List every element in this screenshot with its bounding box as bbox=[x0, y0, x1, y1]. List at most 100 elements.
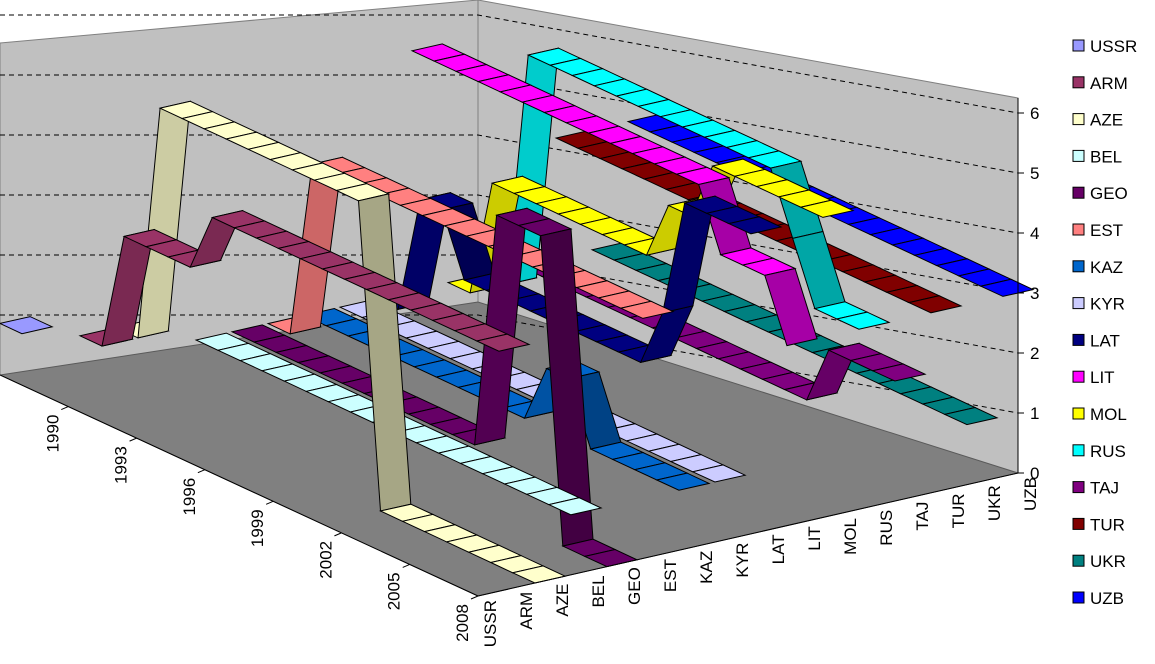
ribbon-segment bbox=[871, 363, 927, 382]
depth-tick-label: AZE bbox=[553, 584, 572, 617]
z-axis: 0 1 2 3 4 5 6 bbox=[1017, 98, 1039, 483]
ribbon-segment bbox=[943, 406, 999, 426]
legend-label: ARM bbox=[1090, 74, 1128, 93]
depth-tick-label: UKR bbox=[985, 485, 1004, 521]
x-tick-label: 1999 bbox=[248, 509, 267, 547]
ribbon-segment bbox=[727, 216, 783, 235]
x-tick-label: 2008 bbox=[453, 604, 472, 642]
x-tick-label: 1996 bbox=[180, 478, 199, 516]
legend-label: RUS bbox=[1090, 442, 1126, 461]
legend-label: LIT bbox=[1090, 368, 1115, 387]
ribbon-segment bbox=[475, 333, 531, 352]
series-ussr bbox=[0, 316, 54, 335]
depth-axis-line bbox=[477, 472, 1019, 597]
x-tick bbox=[197, 469, 206, 474]
x-tick-label: 1990 bbox=[43, 415, 62, 453]
x-tick-label: 2005 bbox=[385, 572, 404, 610]
legend-label: AZE bbox=[1090, 111, 1123, 130]
z-tick-label: 6 bbox=[1030, 104, 1039, 123]
ribbon-segment bbox=[799, 199, 855, 218]
depth-tick-label: BEL bbox=[589, 575, 608, 607]
legend-swatch bbox=[1072, 223, 1085, 236]
legend-label: KAZ bbox=[1090, 258, 1123, 277]
depth-tick-label: GEO bbox=[625, 567, 644, 605]
depth-tick-label: USSR bbox=[481, 600, 500, 647]
legend-label: UKR bbox=[1090, 552, 1126, 571]
legend-label: BEL bbox=[1090, 147, 1122, 166]
ribbon-segment bbox=[835, 311, 891, 330]
legend-swatch bbox=[1072, 517, 1085, 530]
depth-tick-label: LIT bbox=[805, 526, 824, 551]
ribbon-segment bbox=[547, 497, 603, 516]
legend-swatch bbox=[1072, 149, 1085, 162]
z-tick-label: 1 bbox=[1030, 404, 1039, 423]
ribbon-segment bbox=[0, 316, 54, 335]
series-geo bbox=[230, 207, 639, 568]
x-tick-label: 2002 bbox=[316, 541, 335, 579]
x-axis: 19871990199319961999200220052008 bbox=[0, 374, 479, 642]
z-tick-label: 0 bbox=[1030, 464, 1039, 483]
x-tick bbox=[265, 500, 274, 505]
x-axis-line bbox=[0, 374, 479, 597]
legend-swatch bbox=[1072, 39, 1085, 52]
depth-tick-label: TUR bbox=[949, 493, 968, 528]
legend-label: TUR bbox=[1090, 515, 1125, 534]
depth-tick-label: LAT bbox=[769, 534, 788, 564]
depth-axis: USSR ARM AZE BEL GEO EST KAZ KYR LAT LIT MOL RUS TAJ… bbox=[477, 472, 1040, 647]
series-arm bbox=[78, 209, 531, 352]
x-tick bbox=[470, 595, 479, 600]
gridline bbox=[0, 194, 1019, 294]
legend-swatch bbox=[1072, 591, 1085, 604]
legend-label: USSR bbox=[1090, 37, 1137, 56]
depth-tick-label: MOL bbox=[841, 518, 860, 555]
legend-label: GEO bbox=[1090, 184, 1128, 203]
ribbon-segment bbox=[691, 464, 747, 483]
x-tick bbox=[402, 563, 410, 568]
legend-swatch bbox=[1072, 481, 1085, 494]
series-rus bbox=[482, 47, 891, 330]
legend-label: MOL bbox=[1090, 405, 1127, 424]
ribbon-segment bbox=[764, 267, 818, 347]
depth-tick-label: UZB bbox=[1021, 477, 1040, 511]
depth-tick-label: KAZ bbox=[697, 551, 716, 584]
legend-label: TAJ bbox=[1090, 479, 1119, 498]
legend-swatch bbox=[1072, 186, 1085, 199]
x-tick bbox=[61, 406, 69, 411]
z-tick-label: 2 bbox=[1030, 344, 1039, 363]
legend-swatch bbox=[1072, 297, 1085, 310]
legend-label: UZB bbox=[1090, 589, 1124, 608]
gridline bbox=[0, 134, 1019, 234]
legend-label: LAT bbox=[1090, 331, 1120, 350]
z-tick-label: 3 bbox=[1030, 284, 1039, 303]
x-tick bbox=[334, 532, 342, 537]
x-tick bbox=[129, 437, 137, 442]
legend-label: KYR bbox=[1090, 295, 1125, 314]
depth-tick-label: ARM bbox=[517, 592, 536, 630]
depth-tick-label: KYR bbox=[733, 543, 752, 578]
legend-swatch bbox=[1072, 333, 1085, 346]
ribbon-segment bbox=[979, 278, 1035, 297]
depth-tick-label: TAJ bbox=[913, 502, 932, 531]
z-tick-label: 5 bbox=[1030, 164, 1039, 183]
depth-tick-label: EST bbox=[661, 559, 680, 592]
x-tick-label: 1993 bbox=[112, 446, 131, 484]
legend-label: EST bbox=[1090, 221, 1123, 240]
legend-swatch bbox=[1072, 444, 1085, 457]
legend: USSR ARM AZE BEL GEO EST KAZ KYR LAT LIT MOL RUS TAJ… bbox=[1072, 37, 1137, 608]
ribbon-segment bbox=[619, 300, 675, 319]
legend-swatch bbox=[1072, 76, 1085, 89]
legend-swatch bbox=[1072, 113, 1085, 126]
legend-swatch bbox=[1072, 407, 1085, 420]
gridline bbox=[0, 14, 1019, 114]
gridline bbox=[0, 314, 1019, 414]
legend-swatch bbox=[1072, 370, 1085, 383]
series-ribbons bbox=[0, 43, 1035, 584]
ribbon-segment bbox=[907, 295, 963, 314]
depth-tick-label: RUS bbox=[877, 510, 896, 546]
legend-swatch bbox=[1072, 554, 1085, 567]
legend-swatch bbox=[1072, 260, 1085, 273]
z-tick-label: 4 bbox=[1030, 224, 1039, 243]
ribbon-segment bbox=[655, 472, 711, 491]
